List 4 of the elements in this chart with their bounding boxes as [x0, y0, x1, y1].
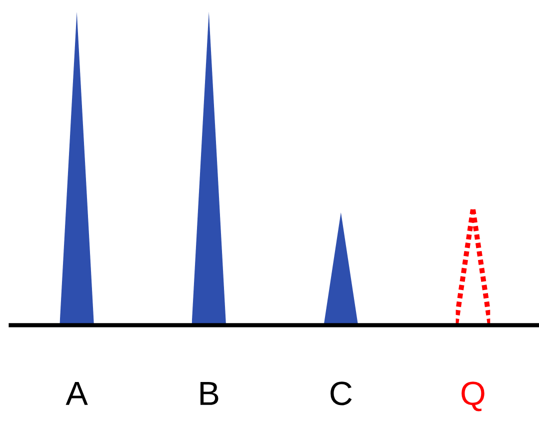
x-tick-label: Q — [462, 382, 484, 412]
x-tick-label: B — [200, 382, 218, 405]
x-tick-label: A — [66, 382, 88, 405]
x-tick-label: C — [330, 382, 352, 406]
